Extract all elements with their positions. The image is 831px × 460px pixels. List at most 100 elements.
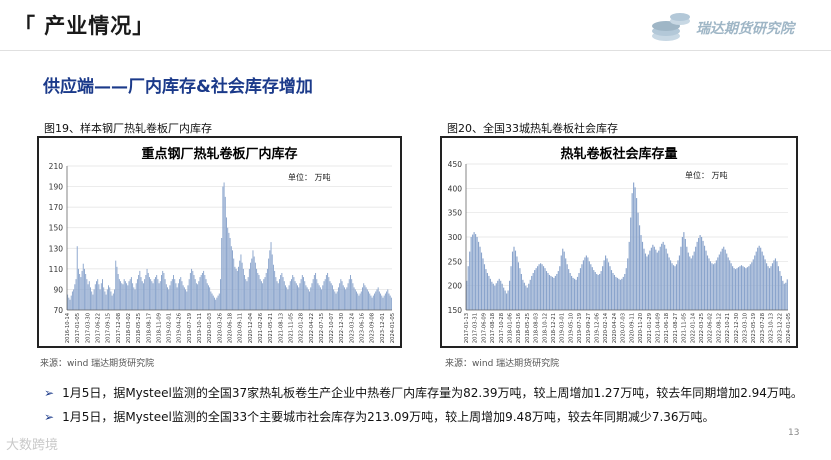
bar: [712, 264, 714, 310]
bar: [678, 255, 681, 310]
bar: [161, 275, 162, 310]
bar: [538, 264, 540, 310]
bar: [621, 278, 623, 310]
bar: [241, 262, 243, 310]
bar: [717, 257, 719, 310]
bar: [203, 270, 205, 310]
bar: [293, 277, 295, 310]
bar: [129, 279, 131, 310]
bar: [316, 279, 318, 310]
bar: [390, 297, 392, 310]
bar: [622, 276, 624, 310]
bar: [556, 273, 558, 310]
bar: [616, 277, 618, 310]
bar: [545, 271, 548, 310]
bar: [248, 268, 250, 310]
bar: [102, 279, 103, 310]
x-tick-label: 2019-12-06: [595, 313, 601, 343]
bar: [76, 246, 78, 310]
bar: [299, 283, 301, 310]
bar: [585, 255, 587, 310]
bar: [77, 268, 79, 310]
bar: [613, 274, 616, 310]
bar: [264, 277, 266, 310]
company-logo: 瑞达期货研究院: [650, 10, 820, 46]
bar: [497, 280, 499, 310]
bar: [236, 270, 238, 310]
bar: [81, 270, 83, 310]
bar: [140, 277, 142, 310]
y-tick-label: 210: [49, 162, 64, 171]
bar: [123, 279, 125, 310]
bar: [67, 294, 69, 310]
bar: [739, 266, 741, 310]
bar: [726, 253, 728, 310]
bar: [286, 287, 288, 310]
bar: [115, 260, 117, 310]
bar: [683, 232, 685, 310]
bar: [353, 287, 355, 310]
bar: [183, 287, 185, 310]
bar: [633, 182, 635, 310]
bullet-text-1: 1月5日，据Mysteel监测的全国37家热轧板卷生产企业中热卷厂内库存量为82…: [62, 386, 803, 400]
bar: [363, 283, 365, 310]
x-tick-label: 2022-03-25: [699, 313, 705, 343]
bar: [233, 258, 235, 310]
x-tick-label: 2018-05-25: [525, 313, 531, 343]
bar: [652, 244, 654, 310]
bar: [356, 291, 357, 310]
bar: [767, 266, 769, 310]
bar: [295, 283, 297, 310]
bar: [268, 258, 270, 310]
bar: [120, 281, 122, 310]
bar: [720, 251, 722, 310]
x-tick-label: 2020-11-20: [638, 313, 644, 343]
bullet-item-1: ➢ 1月5日，据Mysteel监测的全国37家热轧板卷生产企业中热卷厂内库存量为8…: [44, 384, 803, 401]
bar: [104, 291, 106, 310]
bar: [480, 252, 483, 310]
x-tick-label: 2019-02-01: [167, 313, 173, 343]
bar: [544, 268, 546, 310]
x-tick-label: 2022-01-28: [299, 313, 305, 343]
bar: [151, 281, 153, 310]
bar: [537, 266, 539, 310]
x-tick-label: 2019-10-11: [197, 313, 203, 343]
bar: [377, 287, 379, 310]
bar: [476, 237, 478, 310]
bar: [727, 257, 729, 310]
bar: [272, 264, 274, 310]
x-tick-label: 2023-07-28: [760, 313, 766, 343]
x-tick-label: 2018-03-16: [516, 313, 522, 343]
x-tick-label: 2022-12-30: [339, 313, 345, 343]
x-tick-label: 2020-09-11: [238, 313, 244, 343]
x-tick-label: 2018-08-03: [534, 313, 540, 343]
bar: [69, 299, 71, 310]
bar: [786, 279, 788, 310]
bar: [90, 287, 91, 310]
x-tick-label: 2021-01-29: [647, 313, 653, 343]
bar: [370, 295, 372, 310]
x-tick-label: 2018-03-02: [126, 313, 132, 343]
bar: [145, 275, 147, 310]
bar: [170, 281, 172, 310]
bar: [341, 281, 343, 310]
bar: [760, 247, 762, 310]
page-title: 「 产业情况」: [14, 14, 155, 38]
bar: [668, 257, 670, 310]
bar: [504, 290, 506, 310]
x-tick-label: 2021-08-27: [673, 313, 679, 343]
bar: [207, 285, 209, 310]
bar: [641, 241, 644, 310]
bar: [240, 254, 242, 310]
bar: [210, 291, 212, 310]
x-tick-label: 2020-01-03: [207, 313, 213, 343]
bar: [75, 279, 77, 310]
bar: [276, 281, 278, 310]
bar: [529, 279, 531, 310]
bar: [387, 289, 389, 310]
bar: [191, 268, 193, 310]
x-tick-label: 2017-01-13: [464, 313, 470, 343]
bar: [242, 268, 244, 310]
bar: [92, 294, 94, 310]
bar: [469, 251, 471, 310]
